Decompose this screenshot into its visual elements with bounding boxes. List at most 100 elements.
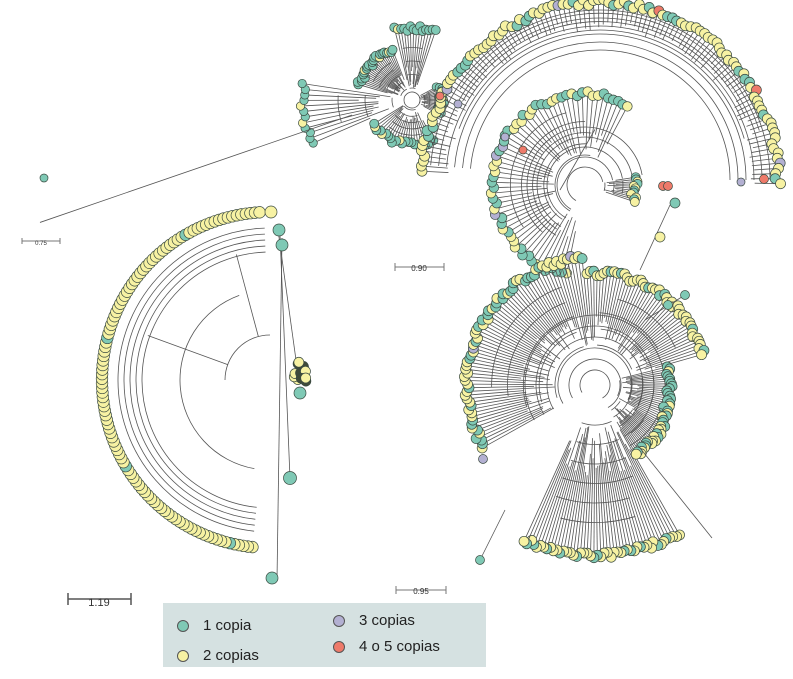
branch-line xyxy=(624,469,651,546)
branch-line xyxy=(711,56,725,70)
branch-arc xyxy=(603,182,606,191)
branch-line xyxy=(497,193,554,209)
branch-line xyxy=(621,367,665,379)
branch-line xyxy=(474,400,550,428)
branch-line xyxy=(543,268,575,339)
scale-bar-label: 0.95 xyxy=(413,587,429,596)
tip-node xyxy=(275,238,289,252)
branch-line xyxy=(497,308,538,340)
legend-swatch-four-five xyxy=(333,640,345,653)
branch-line xyxy=(541,427,581,543)
branch-line xyxy=(401,31,408,68)
branch-line xyxy=(620,4,625,28)
branch-line xyxy=(578,259,589,331)
legend-item-3-copias: 3 copias xyxy=(333,612,415,629)
branch-line xyxy=(302,101,379,107)
branch-line xyxy=(738,110,760,121)
branch-line xyxy=(472,57,487,72)
branch-line xyxy=(557,470,576,548)
branch-line xyxy=(515,130,544,153)
branch-line xyxy=(514,284,553,333)
branch-line xyxy=(746,133,772,141)
branch-line xyxy=(597,106,622,158)
branch-line xyxy=(736,101,756,112)
branch-line xyxy=(606,108,627,145)
branch-line xyxy=(734,98,752,108)
branch-line xyxy=(412,33,417,85)
branch-line xyxy=(497,171,543,180)
branch-line xyxy=(643,337,691,362)
branch-line xyxy=(749,152,776,158)
branch-line xyxy=(607,276,618,324)
branch-line xyxy=(532,449,570,538)
branch-line xyxy=(420,97,437,100)
branch-line xyxy=(653,17,663,38)
branch-line xyxy=(533,111,561,150)
branch-line xyxy=(470,383,553,386)
branch-line xyxy=(455,76,476,91)
tip-node xyxy=(272,223,286,237)
branch-line xyxy=(498,304,546,344)
tip-node xyxy=(283,471,297,485)
branch-line xyxy=(521,281,570,350)
tip-node xyxy=(293,356,305,368)
branch-line xyxy=(527,440,572,542)
branch-arc xyxy=(579,369,611,399)
branch-line xyxy=(612,440,647,543)
branch-line xyxy=(616,408,646,440)
branch-line xyxy=(480,410,528,430)
branch-line xyxy=(412,115,415,142)
branch-line xyxy=(404,31,411,86)
branch-line xyxy=(627,397,665,413)
tip-node xyxy=(775,178,786,190)
tip-node xyxy=(387,44,398,55)
branch-line xyxy=(385,54,404,86)
branch-line xyxy=(389,113,403,134)
branch-line xyxy=(490,316,551,357)
branch-line xyxy=(637,389,665,394)
branch-line xyxy=(556,101,575,154)
branch-line xyxy=(668,23,676,37)
branch-line xyxy=(387,115,401,132)
branch-line xyxy=(630,465,663,539)
branch-line xyxy=(634,315,677,352)
long-branch xyxy=(39,114,353,223)
branch-line xyxy=(496,176,550,183)
branch-line xyxy=(615,414,641,450)
tip-node xyxy=(253,206,266,219)
branch-line xyxy=(629,374,664,381)
branch-line xyxy=(449,84,471,99)
branch-line xyxy=(659,19,667,36)
branch-line xyxy=(480,51,495,68)
branch-line xyxy=(639,322,684,355)
branch-arc xyxy=(617,380,621,396)
branch-line xyxy=(498,300,545,341)
legend-item-1-copia: 1 copia xyxy=(177,617,251,634)
branch-line xyxy=(364,81,399,96)
branch-line xyxy=(424,170,449,173)
branch-line xyxy=(374,67,401,90)
tip-node xyxy=(654,231,666,243)
branch-arc xyxy=(509,112,567,228)
branch-line xyxy=(147,335,228,365)
scale-bar-bottom-right: 0.95 xyxy=(395,586,447,596)
branch-line xyxy=(627,381,667,384)
branch-line xyxy=(619,408,651,440)
branch-line xyxy=(736,106,757,117)
branch-line xyxy=(607,185,631,187)
branch-line xyxy=(475,397,549,420)
tip-node xyxy=(264,205,278,219)
branch-line xyxy=(588,98,593,141)
branch-line xyxy=(490,312,542,349)
branch-line xyxy=(512,293,561,347)
branch-line xyxy=(368,70,400,92)
branch-line xyxy=(580,475,588,551)
branch-line xyxy=(626,391,665,401)
branch-line xyxy=(619,429,679,533)
branch-arc xyxy=(403,106,416,111)
branch-line xyxy=(604,427,635,549)
branch-line xyxy=(452,80,475,96)
branch-line xyxy=(637,12,644,32)
branch-arc xyxy=(454,33,747,181)
branch-line xyxy=(414,32,426,88)
